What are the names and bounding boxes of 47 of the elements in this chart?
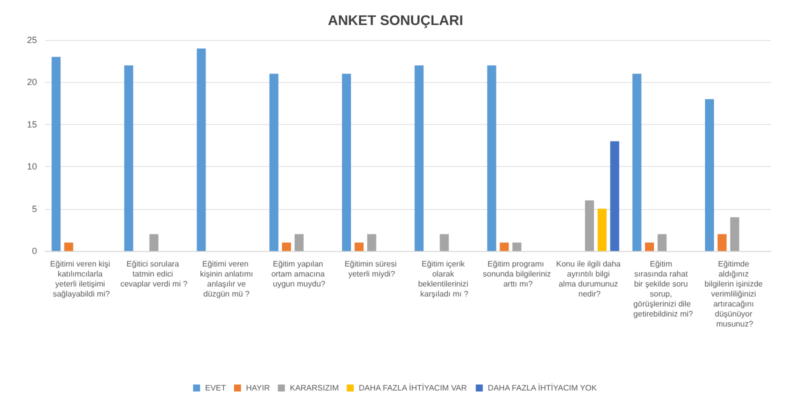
x-tick-label: Eğitim yapılan ortam amacına uygun muydu?	[271, 260, 327, 288]
bar	[367, 234, 376, 251]
y-tick-label: 0	[32, 246, 37, 256]
bar	[718, 234, 727, 251]
x-tick-label: Eğitimde aldığınız bilgilerin işinizde verimliliğinizi artıracağını düşünüyor musunuz?	[704, 260, 765, 328]
legend-label: EVET	[205, 384, 226, 392]
bar	[585, 200, 594, 251]
y-tick-label: 25	[26, 35, 37, 45]
bar	[705, 99, 714, 251]
y-tick-label: 10	[26, 162, 37, 172]
legend-label: DAHA FAZLA İHTİYACIM VAR	[358, 384, 468, 392]
bar	[269, 74, 278, 251]
bar	[500, 242, 509, 251]
bar	[645, 242, 654, 251]
bar	[196, 48, 206, 251]
x-tick-label: Eğitimin süresi yeterli miydi?	[344, 260, 399, 278]
x-tick-label: Eğitimi veren kişinin anlatımı anlaşılır ve düzgün mü ?	[200, 260, 253, 298]
bar	[124, 65, 134, 251]
x-tick-label: Eğitici sorulara tatmin edici cevaplar verdi mi ?	[120, 260, 188, 288]
x-tick-label: Konu ile ilgili daha ayrıntılı bilgi alma durumunuz nedir?	[556, 260, 623, 298]
bar	[610, 141, 620, 251]
x-tick-label: Eğitimi veren kişi katılımcılarla yeterli iletişimi sağlayabildi mi?	[50, 260, 112, 298]
bar	[658, 234, 667, 251]
bar	[512, 242, 522, 251]
bar	[440, 234, 449, 251]
bar	[64, 242, 74, 251]
legend-label: DAHA FAZLA İHTİYACIM YOK	[488, 384, 598, 392]
x-tick-label: Eğitim sırasında rahat bir şekilde soru sorup, görüşlerinizi dile getirebildiniz mi?	[631, 260, 694, 318]
bar	[342, 74, 351, 251]
bar	[354, 242, 364, 251]
y-tick-label: 5	[32, 204, 37, 214]
bar	[598, 208, 607, 251]
x-tick-label: Eğitim programı sonunda bilgileriniz arttı mı?	[482, 260, 551, 288]
chart-title: ANKET SONUÇLARI	[328, 12, 464, 28]
y-tick-label: 15	[26, 119, 37, 130]
bar	[52, 56, 61, 251]
legend-label: HAYIR	[246, 384, 270, 392]
y-tick-label: 20	[26, 77, 37, 88]
bar	[294, 234, 304, 251]
bar	[282, 242, 291, 251]
bar	[632, 74, 642, 251]
x-tick-label: Eğitim içerik olarak beklentilerinizi karşıladı mı ?	[418, 260, 471, 298]
bar	[414, 65, 424, 251]
legend-label: KARARSIZIM	[290, 384, 340, 392]
bar	[487, 65, 496, 251]
bar	[730, 217, 740, 251]
bar	[149, 234, 158, 251]
